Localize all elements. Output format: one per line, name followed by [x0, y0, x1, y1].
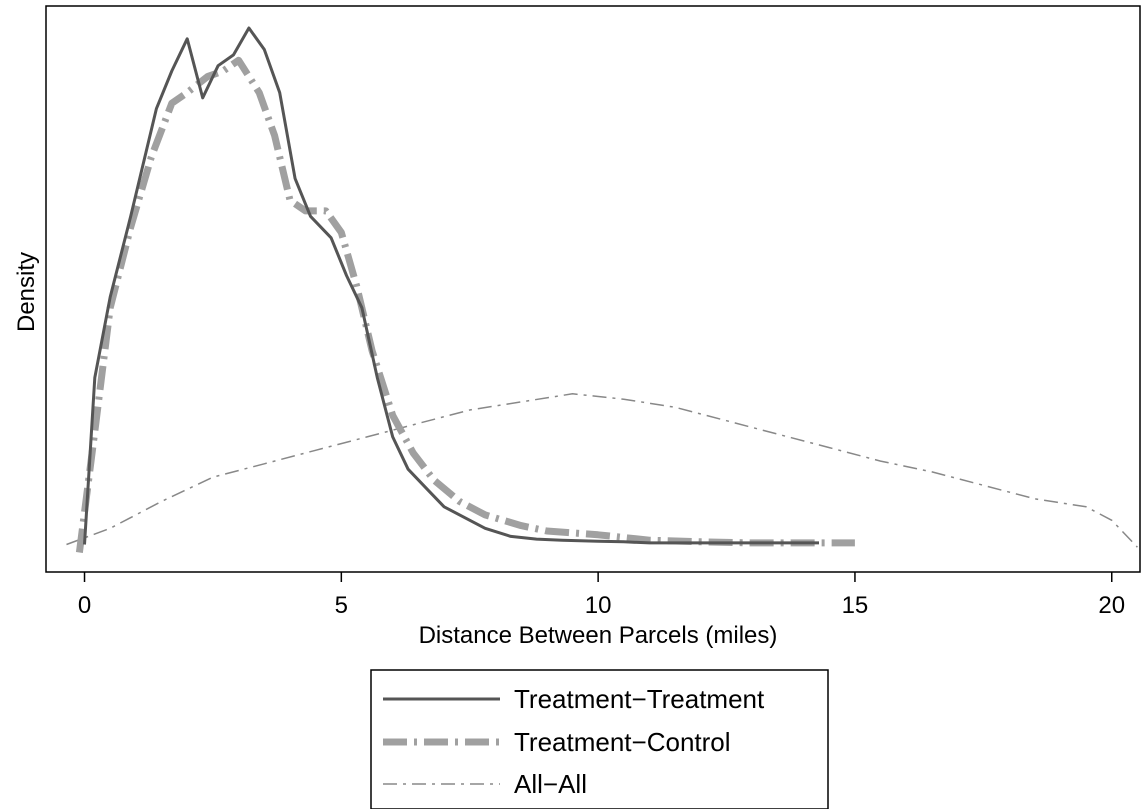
series-line-all-all [66, 393, 1138, 548]
legend-label-treatment-treatment: Treatment−Treatment [514, 684, 765, 714]
x-tick-label: 10 [585, 592, 612, 619]
series-layer [66, 26, 1138, 553]
legend: Treatment−Treatment Treatment−Control Al… [370, 669, 829, 809]
series-line-treatment-treatment [83, 26, 819, 545]
plot-frame [45, 5, 1141, 573]
y-axis-title: Density [13, 252, 40, 332]
x-axis-title: Distance Between Parcels (miles) [419, 622, 778, 649]
x-tick-label: 5 [335, 592, 348, 619]
x-tick-label: 0 [78, 592, 91, 619]
x-tick-label: 15 [842, 592, 869, 619]
legend-label-all-all: All−All [514, 769, 587, 799]
legend-label-treatment-control: Treatment−Control [514, 727, 731, 757]
series-line-treatment-control [75, 56, 855, 553]
x-tick-label: 20 [1098, 592, 1125, 619]
x-axis: 0 5 10 15 20 [78, 572, 1125, 619]
